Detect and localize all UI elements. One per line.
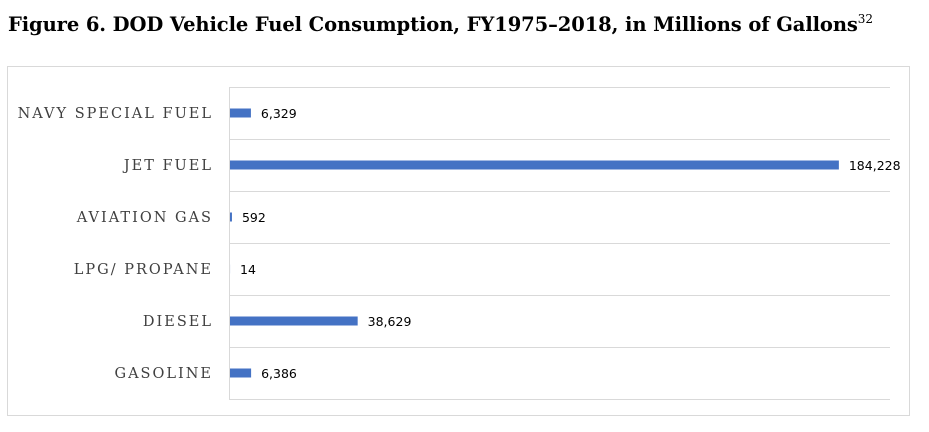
footnote-reference: 32 — [857, 12, 873, 26]
bar — [230, 368, 252, 378]
data-label: 14 — [240, 262, 256, 277]
data-label: 6,329 — [261, 106, 297, 121]
category-label: DIESEL — [143, 314, 213, 330]
data-label: 38,629 — [368, 314, 412, 329]
bar — [230, 160, 839, 170]
bar — [230, 108, 251, 118]
bar — [230, 212, 232, 222]
bar-chart: NAVY SPECIAL FUEL 6,329 JET FUEL 184,228 AVI… — [18, 87, 901, 400]
category-label: AVIATION GAS — [76, 210, 213, 226]
figure-title-text: Figure 6. DOD Vehicle Fuel Consumption, … — [8, 13, 858, 36]
chart-frame: NAVY SPECIAL FUEL 6,329 JET FUEL 184,228 AVI… — [7, 66, 910, 416]
category-label: GASOLINE — [114, 366, 213, 382]
bar — [230, 316, 358, 326]
data-label: 184,228 — [849, 158, 901, 173]
data-label: 592 — [242, 210, 266, 225]
category-label: LPG/ PROPANE — [74, 262, 213, 278]
figure-title: Figure 6. DOD Vehicle Fuel Consumption, … — [8, 12, 873, 36]
category-label: JET FUEL — [122, 158, 213, 174]
data-label: 6,386 — [261, 366, 297, 381]
category-label: NAVY SPECIAL FUEL — [18, 106, 213, 122]
